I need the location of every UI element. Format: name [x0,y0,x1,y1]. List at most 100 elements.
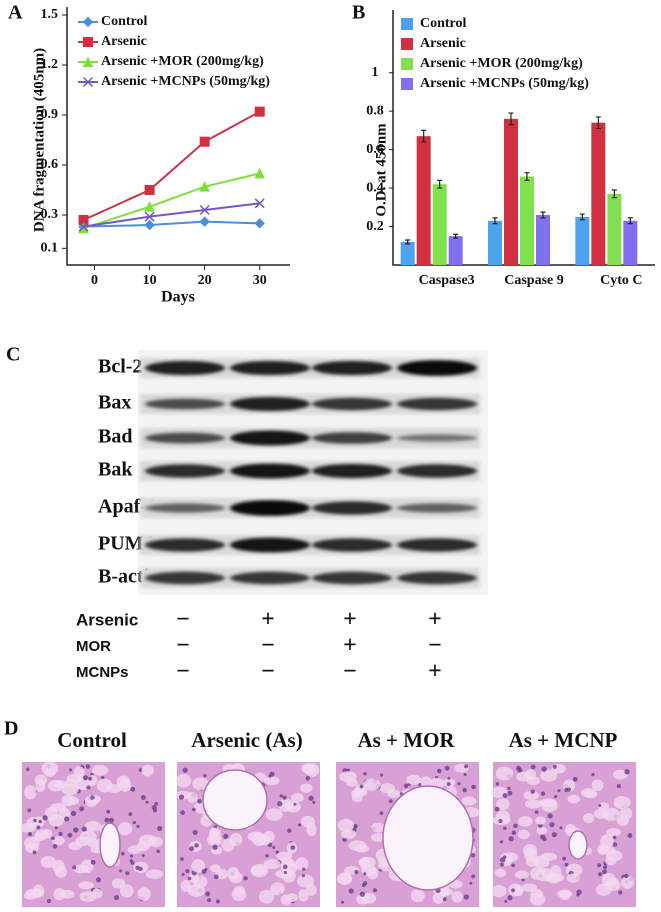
nucleus [363,772,367,776]
protein-label: Bak [98,459,133,481]
cell [137,887,151,901]
blot-band [397,464,477,478]
cell [64,778,78,788]
nucleus [26,767,30,771]
cell [80,859,94,874]
cell [597,802,610,811]
protein-label: Bad [98,426,132,448]
nucleus [42,815,48,821]
nucleus [287,828,292,833]
nucleus [359,891,365,897]
nucleus [32,850,37,855]
cell [535,816,546,825]
nucleus [471,784,476,790]
blot-band [230,361,310,375]
cell [24,785,37,800]
point [254,198,265,209]
nucleus [58,831,63,837]
cell [522,844,538,857]
nucleus [141,854,145,858]
nucleus [403,783,409,789]
cell [524,799,543,809]
cell [127,845,142,854]
treatment-sign: − [343,659,357,685]
nucleus [130,786,136,792]
cell [44,807,59,821]
legend-label: Arsenic +MCNPs (50mg/kg) [420,76,589,91]
nucleus [361,883,366,888]
image-title: As + MOR [357,728,455,752]
blot-band [312,361,392,375]
cell [116,775,131,789]
legend-swatch [401,38,413,50]
nucleus [470,853,476,858]
point [144,211,155,222]
blot-band [145,571,225,585]
nucleus [499,840,504,844]
blot-band [230,463,310,479]
bar [432,184,447,265]
nucleus [125,871,130,876]
nucleus [27,832,32,837]
cell [495,766,514,781]
nucleus [104,817,110,823]
nucleus [36,825,41,830]
nucleus [616,784,621,789]
nucleus [551,832,557,838]
nucleus [95,877,102,883]
error-bar [508,112,514,126]
cell [41,761,59,776]
cell [209,827,220,837]
bar [623,220,638,265]
nucleus [215,899,221,904]
cell [117,821,133,836]
cell [567,794,581,804]
nucleus [187,876,192,881]
nucleus [380,773,384,777]
nucleus [243,876,248,881]
image-title: Control [57,728,127,752]
protein-label: Bax [98,392,131,414]
bar [575,216,590,265]
nucleus [157,825,163,832]
nucleus [113,895,120,901]
blot-band [312,464,392,478]
x-axis-label: Days [161,289,195,306]
nucleus [540,834,546,840]
error-bar [579,213,585,221]
cell [300,783,313,793]
line [83,172,260,230]
legend-marker [82,56,94,67]
cell [176,773,192,788]
nucleus [463,894,469,900]
nucleus [282,795,287,800]
y-tick-label: 0.2 [366,219,384,234]
nucleus [530,789,535,794]
vessel [99,822,121,868]
legend-label: Arsenic +MOR (200mg/kg) [101,54,264,69]
blot-band [145,538,225,552]
nucleus [54,826,58,830]
nucleus [181,872,185,876]
cell [84,821,102,832]
vessel [382,785,474,891]
nucleus [507,786,511,791]
blot-band [397,538,477,552]
nucleus [442,897,447,902]
error-bar [595,116,601,130]
error-bar [437,179,443,189]
cell [525,769,537,780]
legend-label: Control [101,14,148,29]
legend-swatch [401,18,413,30]
nucleus [498,818,503,824]
treatment-label: Arsenic [76,610,138,629]
cell [91,764,109,776]
nucleus [597,863,602,868]
treatment-sign: + [261,607,275,633]
nucleus [86,785,91,790]
cell [147,836,164,847]
nucleus [109,817,115,823]
nucleus [503,826,507,830]
cell [84,795,99,807]
point [199,136,210,147]
